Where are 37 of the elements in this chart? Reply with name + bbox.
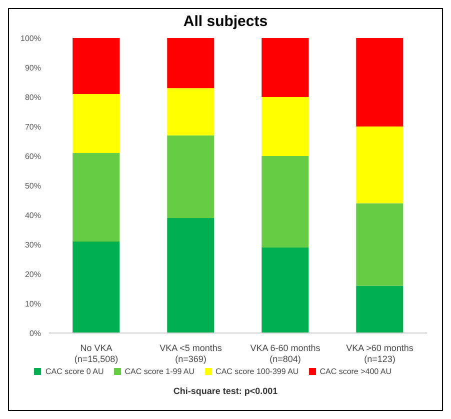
y-tick-label: 50%: [24, 181, 41, 190]
legend-label: CAC score 0 AU: [45, 367, 104, 376]
y-tick-label: 30%: [24, 240, 41, 250]
y-tick-label: 20%: [24, 270, 41, 279]
y-tick-label: 80%: [24, 92, 41, 102]
legend-label: CAC score 1-99 AU: [124, 367, 195, 376]
bar: [356, 203, 404, 286]
bar: [167, 38, 214, 88]
y-tick-label: 60%: [24, 152, 41, 161]
x-tick-label: VKA <5 months (n=369): [160, 343, 222, 364]
x-tick-label: VKA 6-60 months (n=804): [250, 343, 321, 364]
bar: [262, 247, 309, 333]
bar: [167, 135, 214, 218]
legend-label: CAC score 100-399 AU: [216, 367, 299, 376]
bar: [356, 286, 404, 333]
bar: [262, 38, 309, 97]
y-tick-label: 0%: [29, 328, 41, 338]
legend-label: CAC score >400 AU: [320, 367, 392, 376]
y-tick-label: 70%: [24, 122, 41, 132]
bar: [72, 94, 120, 154]
y-tick-label: 90%: [24, 63, 41, 72]
bar: [262, 97, 309, 156]
y-tick-label: 40%: [24, 210, 41, 220]
y-tick-label: 100%: [20, 34, 41, 43]
text: Chi-square test: p<0.001: [172, 386, 279, 396]
bar: [262, 156, 309, 248]
bar: [356, 126, 404, 204]
bar: [72, 153, 120, 242]
chart-title: All subjects: [182, 13, 269, 30]
bar: [167, 218, 214, 333]
bar: [72, 38, 120, 94]
bar: [72, 242, 120, 333]
bar: [356, 38, 404, 126]
bar: [167, 88, 214, 136]
x-tick-label: No VKA (n=15,508): [74, 343, 118, 364]
x-tick-label: VKA >60 months (n=123): [346, 343, 414, 364]
y-tick-label: 10%: [24, 299, 41, 308]
